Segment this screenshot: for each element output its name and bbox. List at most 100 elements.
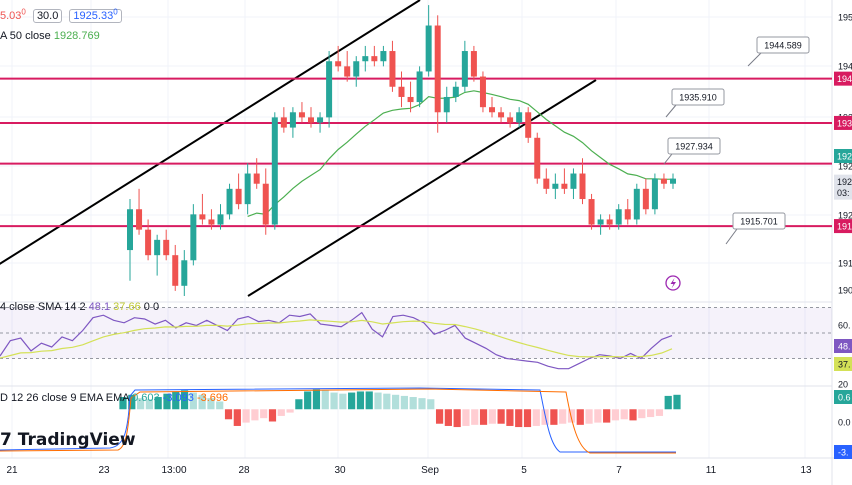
callout-box[interactable] bbox=[671, 88, 725, 106]
macd-histogram-bar bbox=[260, 409, 268, 419]
callout-label: 1935.910 bbox=[679, 93, 717, 103]
macd-histogram-bar bbox=[154, 397, 162, 410]
candle-body[interactable] bbox=[416, 71, 423, 103]
candle-body[interactable] bbox=[479, 76, 486, 108]
candle-body[interactable] bbox=[670, 178, 676, 184]
icons[interactable] bbox=[665, 275, 681, 291]
candle-body[interactable] bbox=[525, 112, 532, 138]
candle-body[interactable] bbox=[163, 239, 170, 256]
price-tag bbox=[834, 115, 852, 130]
candle-body[interactable] bbox=[181, 260, 188, 286]
candle-body[interactable] bbox=[289, 112, 296, 128]
price-tag bbox=[834, 71, 852, 86]
candle-body[interactable] bbox=[516, 112, 523, 123]
lightning-icon[interactable] bbox=[665, 275, 681, 291]
candle-body[interactable] bbox=[570, 173, 577, 189]
candle-body[interactable] bbox=[534, 137, 541, 179]
candle-body[interactable] bbox=[335, 61, 342, 67]
candle-body[interactable] bbox=[326, 61, 333, 118]
candle-body[interactable] bbox=[199, 214, 206, 220]
candle-body[interactable] bbox=[353, 61, 360, 77]
candle-body[interactable] bbox=[624, 209, 631, 220]
candle-body[interactable] bbox=[407, 96, 414, 103]
candle-body[interactable] bbox=[344, 66, 351, 77]
channel-lower-line[interactable] bbox=[247, 79, 597, 297]
candle-body[interactable] bbox=[606, 219, 613, 225]
candle-body[interactable] bbox=[235, 188, 242, 205]
candle-body[interactable] bbox=[190, 214, 197, 261]
callout-box[interactable] bbox=[732, 212, 786, 230]
macd-histogram-bar bbox=[277, 409, 285, 416]
macd-histogram-bar bbox=[506, 409, 514, 426]
candle-body[interactable] bbox=[579, 173, 586, 200]
candle-body[interactable] bbox=[389, 51, 396, 87]
candle-body[interactable] bbox=[507, 117, 514, 123]
candle-body[interactable] bbox=[127, 209, 133, 251]
candle-body[interactable] bbox=[145, 229, 152, 256]
candle-body[interactable] bbox=[362, 56, 369, 62]
candle-body[interactable] bbox=[380, 51, 387, 62]
candle-body[interactable] bbox=[642, 188, 649, 210]
candle-body[interactable] bbox=[660, 178, 667, 184]
trend-channel[interactable] bbox=[0, 0, 597, 297]
time-tick-label: 5 bbox=[521, 465, 527, 476]
candle-body[interactable] bbox=[217, 214, 224, 225]
candle-body[interactable] bbox=[443, 96, 450, 113]
candle-body[interactable] bbox=[588, 199, 595, 225]
candle-body[interactable] bbox=[172, 255, 179, 286]
candle-body[interactable] bbox=[317, 117, 324, 123]
ma-legend[interactable]: A 50 close 1928.769 bbox=[0, 30, 100, 42]
candle-body[interactable] bbox=[489, 107, 495, 113]
candlestick-series[interactable] bbox=[127, 5, 676, 296]
rsi-legend-v3: 0 bbox=[143, 301, 150, 313]
candle-body[interactable] bbox=[371, 56, 378, 62]
logo-mark-icon: 7 bbox=[0, 430, 18, 450]
rsi-legend-label: 4 close SMA 14 2 bbox=[0, 301, 86, 313]
candle-body[interactable] bbox=[226, 188, 233, 215]
candle-body[interactable] bbox=[434, 25, 441, 113]
price-tag bbox=[834, 149, 852, 163]
macd-histogram-bar bbox=[172, 391, 180, 410]
candle-body[interactable] bbox=[543, 178, 550, 189]
candle-body[interactable] bbox=[615, 209, 622, 225]
rsi-legend[interactable]: 4 close SMA 14 2 48.1 37.66 0 0 bbox=[0, 301, 159, 313]
candle-body[interactable] bbox=[208, 219, 215, 225]
callout-label: 1915.701 bbox=[740, 217, 778, 227]
candle-body[interactable] bbox=[561, 183, 568, 189]
macd-histogram-bar bbox=[233, 409, 241, 426]
price-tag-label: 192 bbox=[837, 152, 852, 162]
candle-body[interactable] bbox=[452, 86, 459, 97]
candle-body[interactable] bbox=[398, 86, 405, 97]
candle-body[interactable] bbox=[298, 112, 305, 118]
macd-histogram-bar bbox=[638, 409, 646, 419]
candle-body[interactable] bbox=[470, 51, 477, 77]
candle-body[interactable] bbox=[271, 117, 278, 225]
macd-histogram-bar bbox=[594, 409, 602, 423]
candle-body[interactable] bbox=[597, 219, 604, 225]
price-tick-label: 194 bbox=[838, 62, 852, 72]
macd-legend[interactable]: D 12 26 close 9 EMA EMA 0.603 -3.093 -3.… bbox=[0, 392, 228, 404]
candle-body[interactable] bbox=[154, 239, 161, 256]
candle-body[interactable] bbox=[461, 51, 468, 87]
tradingview-logo[interactable]: 7 TradingView bbox=[0, 430, 136, 450]
macd-histogram-bar bbox=[224, 409, 233, 420]
price-tag bbox=[834, 219, 852, 234]
candle-body[interactable] bbox=[280, 117, 287, 128]
callout-box[interactable] bbox=[756, 36, 810, 54]
candle-body[interactable] bbox=[633, 188, 640, 220]
candle-body[interactable] bbox=[552, 183, 559, 189]
channel-upper-line[interactable] bbox=[0, 0, 421, 270]
callout-box[interactable] bbox=[667, 137, 721, 155]
candle-body[interactable] bbox=[651, 178, 658, 210]
candle-body[interactable] bbox=[308, 117, 314, 123]
price-tick-label: 195 bbox=[838, 13, 852, 23]
candle-body[interactable] bbox=[262, 183, 269, 225]
candle-body[interactable] bbox=[244, 173, 251, 205]
candle-body[interactable] bbox=[253, 173, 260, 184]
level-callouts[interactable]: 1944.589 1935.910 1927.934 1915.701 bbox=[663, 36, 810, 245]
rsi-tag bbox=[834, 357, 852, 371]
candle-body[interactable] bbox=[136, 209, 143, 230]
candle-body[interactable] bbox=[425, 25, 432, 72]
candle-body[interactable] bbox=[498, 112, 505, 118]
